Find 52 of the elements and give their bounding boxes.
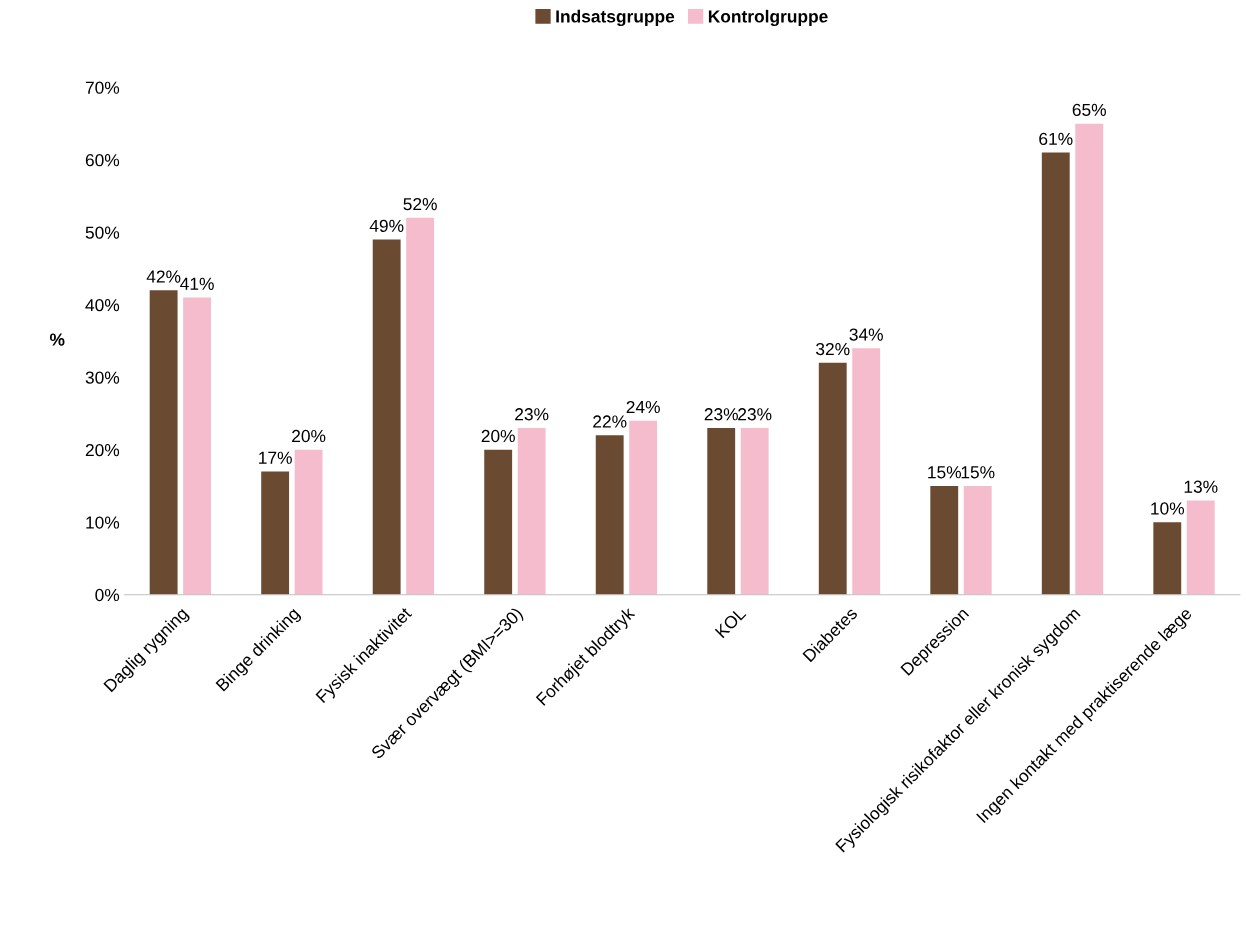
y-tick-label: 0% [95, 588, 120, 602]
bar [149, 290, 178, 595]
bar [372, 239, 401, 595]
data-label: 23% [704, 408, 738, 421]
data-label: 61% [1039, 132, 1073, 146]
data-label: 10% [1151, 502, 1185, 515]
data-label: 41% [180, 277, 214, 290]
bar [740, 428, 769, 595]
data-label: 65% [1072, 103, 1106, 117]
bar [517, 428, 546, 595]
data-label: 17% [259, 451, 292, 464]
data-label: 23% [738, 408, 772, 421]
data-label: 34% [849, 328, 883, 341]
data-label: 24% [626, 400, 660, 414]
data-label: 32% [816, 342, 850, 356]
data-label: 13% [1184, 480, 1218, 493]
data-label: 42% [146, 270, 181, 283]
y-tick-label: 50% [85, 226, 120, 239]
bar [183, 297, 212, 595]
bar [484, 449, 513, 595]
bar [818, 362, 847, 595]
bar [1153, 522, 1182, 595]
y-tick-label: 30% [85, 371, 120, 384]
data-label: 20% [292, 429, 326, 443]
y-tick-label: 20% [85, 443, 120, 457]
x-tick-label: KOL [714, 606, 747, 639]
data-label: 49% [369, 219, 404, 232]
data-label: 52% [403, 197, 437, 211]
data-label: 22% [593, 415, 627, 428]
y-tick-label: 60% [85, 154, 120, 167]
data-label: 23% [515, 408, 549, 421]
bar [707, 428, 736, 595]
bar [261, 471, 290, 595]
y-tick-label: 40% [85, 298, 120, 312]
data-label: 15% [928, 466, 962, 479]
bar [930, 485, 959, 595]
bar [852, 348, 881, 595]
bar [1075, 123, 1104, 595]
bar [406, 217, 435, 595]
data-label: 20% [481, 429, 515, 443]
y-tick-label: 10% [86, 516, 120, 529]
bar [294, 449, 323, 595]
bar [1186, 500, 1215, 595]
bar [595, 435, 624, 595]
bar [1041, 152, 1070, 595]
bar [629, 420, 658, 595]
y-axis-title: % [49, 333, 65, 346]
y-tick-label: 70% [85, 81, 120, 94]
legend-label: Kontrolgruppe [708, 9, 828, 27]
legend-label: Indsatsgruppe [556, 9, 675, 27]
bar [963, 485, 992, 595]
data-label: 15% [961, 466, 995, 479]
